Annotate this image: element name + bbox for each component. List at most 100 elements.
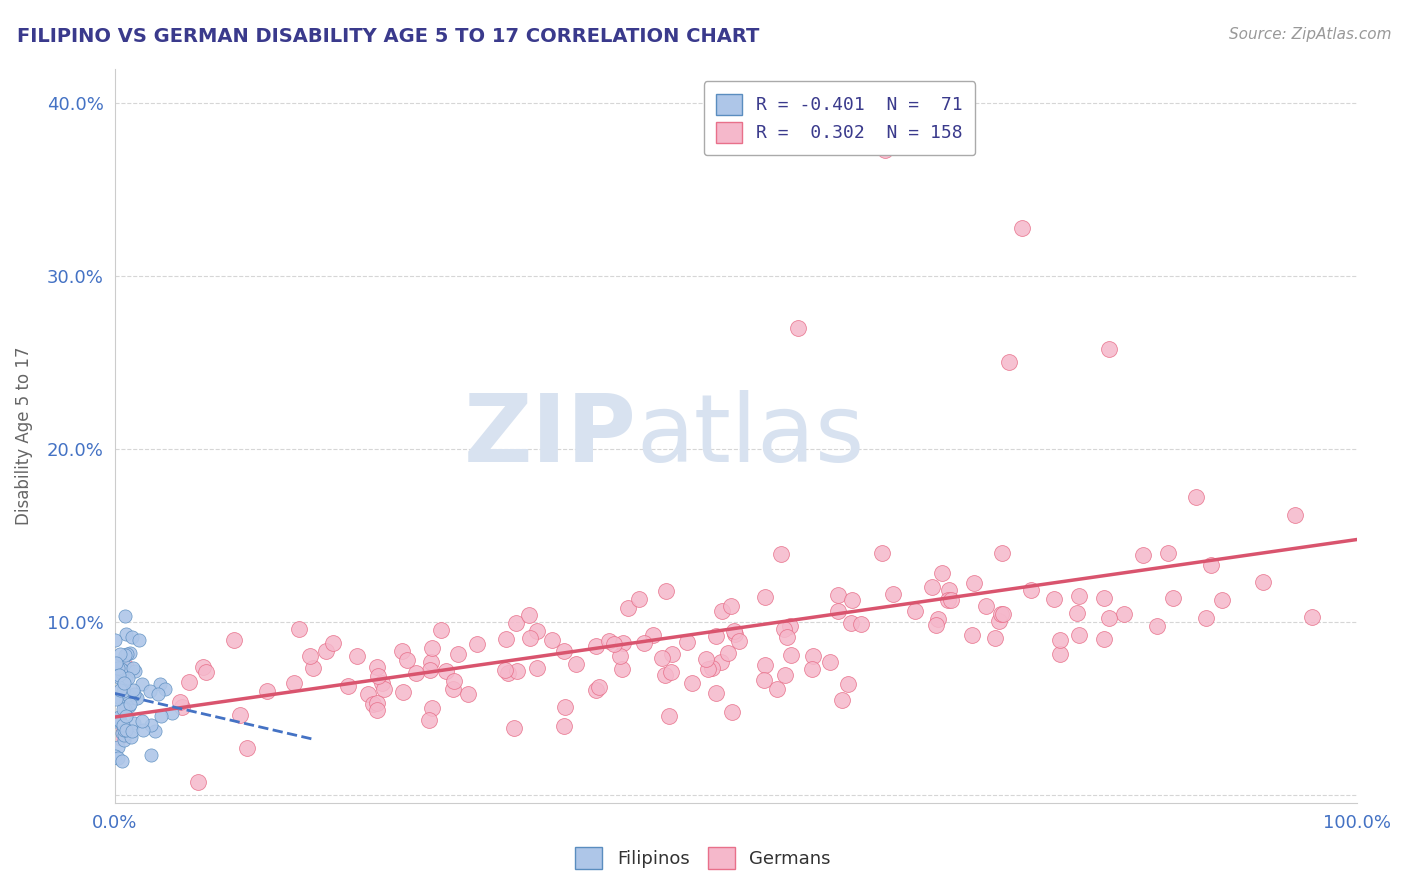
Point xyxy=(367,669,389,683)
Point xyxy=(114,694,136,708)
Point xyxy=(422,701,444,715)
Point xyxy=(564,657,586,671)
Point xyxy=(723,624,745,639)
Point xyxy=(115,647,138,661)
Point xyxy=(124,665,146,679)
Point xyxy=(720,599,742,613)
Point xyxy=(366,659,388,673)
Point xyxy=(298,649,321,664)
Point xyxy=(1253,575,1275,590)
Point xyxy=(780,648,803,662)
Point xyxy=(457,687,479,701)
Point xyxy=(841,593,863,607)
Point xyxy=(108,691,131,706)
Point xyxy=(723,627,745,641)
Point xyxy=(122,716,145,731)
Point xyxy=(371,676,394,690)
Point xyxy=(711,604,734,618)
Point xyxy=(700,661,723,675)
Point xyxy=(839,616,862,631)
Point xyxy=(148,677,170,691)
Point xyxy=(585,639,607,653)
Point xyxy=(827,588,849,602)
Point xyxy=(1157,546,1180,560)
Point xyxy=(322,636,344,650)
Point xyxy=(131,714,153,728)
Point xyxy=(118,697,141,711)
Point xyxy=(991,546,1014,560)
Point xyxy=(418,713,440,727)
Point xyxy=(1284,508,1306,522)
Point xyxy=(772,622,794,636)
Point xyxy=(112,658,135,673)
Point xyxy=(110,648,132,662)
Point xyxy=(1092,632,1115,647)
Point xyxy=(108,724,131,739)
Point xyxy=(827,604,849,618)
Point xyxy=(939,592,962,607)
Point xyxy=(1301,609,1323,624)
Point xyxy=(1049,647,1071,661)
Point xyxy=(112,728,135,742)
Point xyxy=(654,667,676,681)
Point xyxy=(108,672,131,686)
Legend: Filipinos, Germans: Filipinos, Germans xyxy=(567,838,839,879)
Point xyxy=(112,685,135,699)
Point xyxy=(112,732,135,747)
Point xyxy=(938,582,960,597)
Point xyxy=(121,723,143,738)
Point xyxy=(112,676,135,690)
Point xyxy=(603,637,626,651)
Point xyxy=(554,700,576,714)
Point xyxy=(675,635,697,649)
Point xyxy=(963,576,986,591)
Point xyxy=(870,546,893,560)
Point xyxy=(831,692,853,706)
Point xyxy=(131,676,153,690)
Point xyxy=(447,647,470,661)
Point xyxy=(392,685,415,699)
Point xyxy=(302,661,325,675)
Point xyxy=(121,630,143,644)
Point xyxy=(1097,342,1119,356)
Point xyxy=(117,671,139,685)
Point xyxy=(111,663,134,677)
Point xyxy=(1092,591,1115,605)
Point xyxy=(366,703,388,717)
Point xyxy=(1098,611,1121,625)
Text: FILIPINO VS GERMAN DISABILITY AGE 5 TO 17 CORRELATION CHART: FILIPINO VS GERMAN DISABILITY AGE 5 TO 1… xyxy=(17,27,759,45)
Point xyxy=(104,749,127,764)
Point xyxy=(111,717,134,731)
Point xyxy=(720,705,742,719)
Point xyxy=(659,665,682,679)
Point xyxy=(118,646,141,660)
Point xyxy=(553,719,575,733)
Point xyxy=(104,656,127,670)
Point xyxy=(710,655,733,669)
Point xyxy=(160,706,183,720)
Point xyxy=(315,644,337,658)
Point xyxy=(998,355,1021,369)
Point xyxy=(222,633,245,648)
Point xyxy=(125,690,148,705)
Point xyxy=(1146,619,1168,633)
Point xyxy=(122,687,145,701)
Point xyxy=(754,657,776,672)
Point xyxy=(122,661,145,675)
Point xyxy=(236,741,259,756)
Point xyxy=(519,632,541,646)
Point xyxy=(641,627,664,641)
Point xyxy=(801,662,824,676)
Point xyxy=(990,607,1012,621)
Point xyxy=(921,580,943,594)
Point xyxy=(612,636,634,650)
Point xyxy=(169,695,191,709)
Point xyxy=(818,655,841,669)
Point xyxy=(1161,591,1184,606)
Point xyxy=(503,722,526,736)
Point xyxy=(172,700,194,714)
Point xyxy=(115,708,138,723)
Point xyxy=(283,675,305,690)
Point xyxy=(395,652,418,666)
Point xyxy=(111,726,134,740)
